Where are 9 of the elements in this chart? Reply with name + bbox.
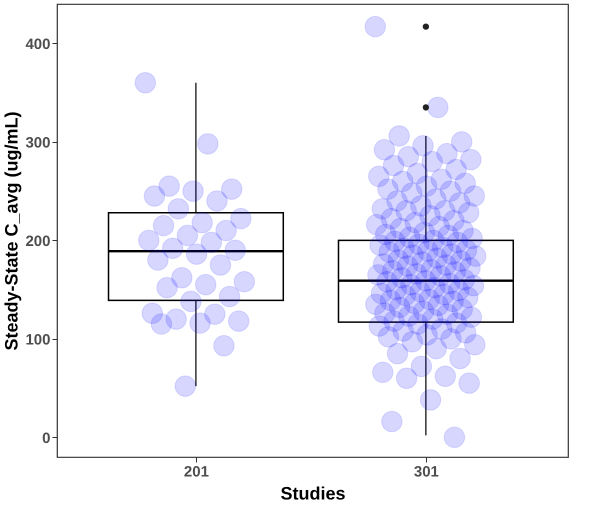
y-axis-title: Steady-State C_avg (ug/mL): [1, 111, 22, 351]
y-tick-label: 100: [25, 331, 50, 348]
y-tick-label: 400: [25, 36, 50, 53]
y-tick-label: 300: [25, 134, 50, 152]
y-tick-label: 200: [25, 232, 50, 250]
x-axis-title: Studies: [280, 484, 346, 504]
y-tick-label: 0: [42, 430, 50, 447]
x-tick-label: 201: [184, 464, 209, 480]
x-tick-label: 301: [414, 464, 439, 480]
